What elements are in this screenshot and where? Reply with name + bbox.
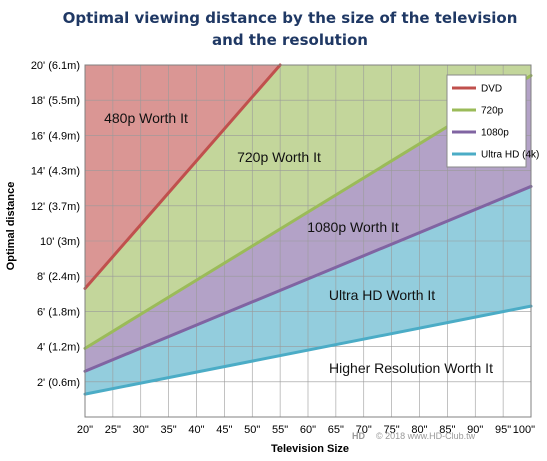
y-tick-label: 4' (1.2m) <box>37 342 80 354</box>
x-tick-label: 20" <box>77 424 93 436</box>
chart-title-line2: and the resolution <box>212 31 368 49</box>
region-label-1080p: 1080p Worth It <box>307 219 399 235</box>
y-tick-label: 6' (1.8m) <box>37 306 80 318</box>
legend-box <box>446 74 527 168</box>
y-tick-label: 8' (2.4m) <box>37 271 80 283</box>
y-axis-ticks: 2' (0.6m) 4' (1.2m) 6' (1.8m) 8' (2.4m) 10' … <box>31 60 80 389</box>
watermark-text: © 2018 www.HD-Club.tw <box>376 431 476 441</box>
x-tick-label: 85" <box>439 424 455 436</box>
series-line-0 <box>83 63 282 291</box>
region-label-ultra-hd: Ultra HD Worth It <box>329 287 435 303</box>
x-tick-label: 60" <box>300 424 316 436</box>
x-axis-title: Television Size <box>271 443 349 455</box>
y-tick-label: 14' (4.3m) <box>31 166 80 178</box>
y-tick-label: 18' (5.5m) <box>31 95 80 107</box>
y-axis-title: Optimal distance <box>5 182 17 271</box>
x-tick-label: 70" <box>356 424 372 436</box>
x-tick-label: 95" <box>495 424 511 436</box>
y-tick-label: 2' (0.6m) <box>37 377 80 389</box>
x-tick-label: 40" <box>188 424 204 436</box>
y-tick-label: 20' (6.1m) <box>31 60 80 72</box>
x-tick-label: 100" <box>513 424 535 436</box>
region-label-higher-resolution: Higher Resolution Worth It <box>329 360 493 376</box>
region-label-720p: 720p Worth It <box>237 149 321 165</box>
x-tick-label: 45" <box>216 424 232 436</box>
series-line-2 <box>83 184 533 373</box>
legend: DVD 720p 1080p Ultra HD (4k) <box>446 74 539 168</box>
legend-label: Ultra HD (4k) <box>481 150 539 161</box>
y-tick-label: 12' (3.7m) <box>31 201 80 213</box>
chart-title-line1: Optimal viewing distance by the size of … <box>63 9 518 27</box>
x-tick-label: 65" <box>328 424 344 436</box>
x-tick-label: 90" <box>467 424 483 436</box>
watermark-logo: HD <box>352 431 365 441</box>
legend-label: 720p <box>481 106 504 117</box>
x-tick-label: 75" <box>384 424 400 436</box>
watermark: HD © 2018 www.HD-Club.tw <box>352 431 476 441</box>
legend-label: DVD <box>481 84 502 95</box>
x-tick-label: 30" <box>133 424 149 436</box>
x-tick-label: 80" <box>411 424 427 436</box>
x-tick-label: 55" <box>272 424 288 436</box>
x-tick-label: 50" <box>244 424 260 436</box>
plot-border <box>84 64 532 418</box>
x-axis-ticks: 20" 25" 30" 35" 40" 45" 50" 55" 60" 65" 70" 75" 80" 8… <box>77 424 535 436</box>
legend-label: 1080p <box>481 128 509 139</box>
x-tick-label: 25" <box>105 424 121 436</box>
y-tick-label: 16' (4.9m) <box>31 130 80 142</box>
region-label-480p: 480p Worth It <box>104 110 188 126</box>
y-tick-label: 10' (3m) <box>40 236 80 248</box>
series-line-3 <box>83 304 533 396</box>
x-tick-label: 35" <box>161 424 177 436</box>
